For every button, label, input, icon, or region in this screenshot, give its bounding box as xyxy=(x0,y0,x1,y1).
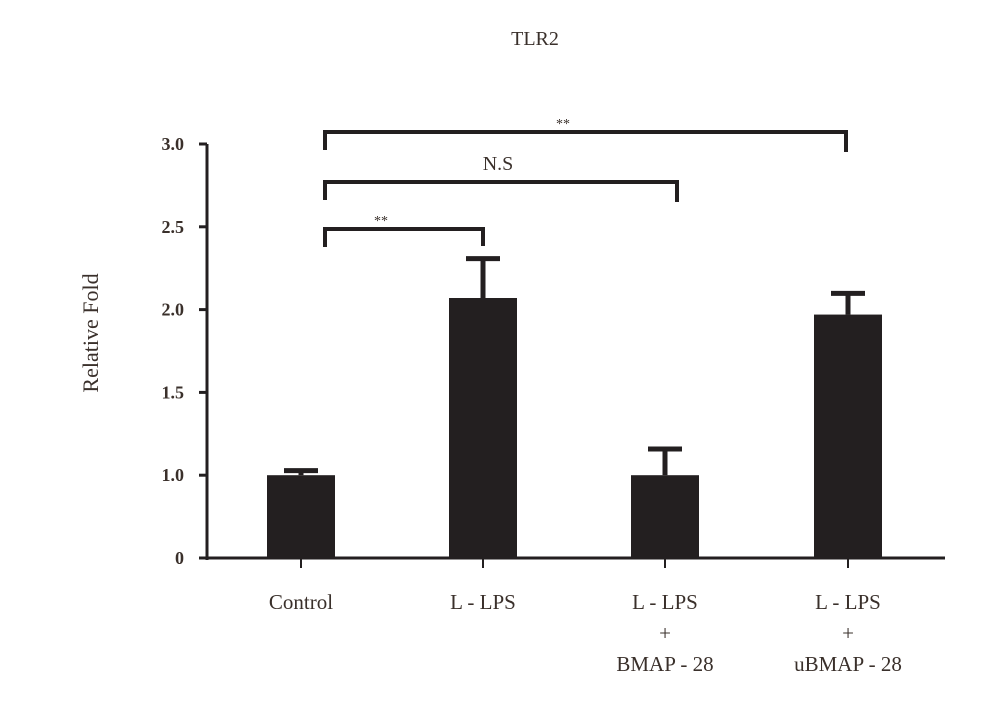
y-tick-label: 1.5 xyxy=(162,382,185,402)
x-tick-label: uBMAP - 28 xyxy=(794,652,902,676)
significance-brackets: ** N.S ** xyxy=(323,117,848,247)
significance-label: ** xyxy=(556,117,570,132)
x-tick-label: L - LPS xyxy=(815,590,881,614)
significance-bracket xyxy=(323,130,848,152)
y-tick-label: 3.0 xyxy=(162,134,185,154)
x-tick-label: + xyxy=(842,621,854,645)
y-axis-label: Relative Fold xyxy=(78,273,103,392)
x-tick-labels: Control L - LPS L - LPS + BMAP - 28 L - LPS + u… xyxy=(269,590,902,676)
bar xyxy=(631,475,699,558)
x-tick-label: Control xyxy=(269,590,333,614)
x-tick-label: + xyxy=(659,621,671,645)
y-tick-label: 2.0 xyxy=(162,300,185,320)
bar xyxy=(449,298,517,558)
y-tick-label: 0 xyxy=(175,548,184,568)
x-tick-label: BMAP - 28 xyxy=(616,652,713,676)
significance-label: ** xyxy=(374,214,388,229)
y-tick-label: 1.0 xyxy=(162,465,185,485)
x-tick-label: L - LPS xyxy=(632,590,698,614)
chart-title: TLR2 xyxy=(511,28,559,50)
significance-label: N.S xyxy=(483,153,514,175)
bar xyxy=(814,314,882,558)
bar xyxy=(267,475,335,558)
x-tick-label: L - LPS xyxy=(450,590,516,614)
bars xyxy=(267,256,882,558)
significance-bracket xyxy=(323,180,679,202)
significance-bracket xyxy=(323,227,485,247)
y-tick-label: 2.5 xyxy=(162,217,185,237)
